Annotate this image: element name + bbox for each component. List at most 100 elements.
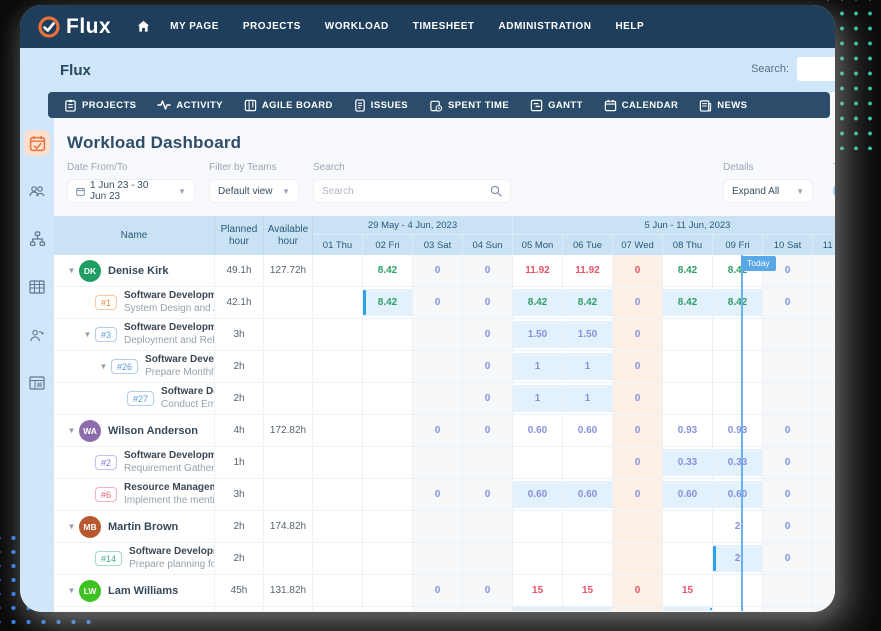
toolbar-item-news[interactable]: NEWS — [699, 99, 747, 112]
workload-cell[interactable]: 0 — [813, 479, 835, 510]
workload-cell[interactable] — [663, 607, 713, 611]
issue-id-badge[interactable]: #1 — [95, 295, 117, 310]
workload-cell[interactable]: 0 — [613, 319, 663, 350]
sidebar-table-icon[interactable] — [24, 274, 50, 300]
top-nav-item-help[interactable]: HELP — [615, 21, 644, 32]
workload-cell[interactable] — [713, 383, 763, 414]
workload-cell[interactable] — [413, 607, 463, 611]
sidebar-org-chart-icon[interactable] — [24, 226, 50, 252]
workload-cell[interactable]: 1.50 — [563, 319, 613, 350]
workload-cell[interactable]: 1 — [563, 383, 613, 414]
task-name[interactable]: Software DevelopmPrepare Monthly Bud — [145, 354, 214, 379]
workload-cell[interactable]: 1 — [513, 351, 563, 382]
workload-cell[interactable]: 0 — [613, 383, 663, 414]
workload-cell[interactable]: 0 — [413, 479, 463, 510]
toolbar-item-gantt[interactable]: GANTT — [530, 99, 583, 112]
issue-id-badge[interactable]: #3 — [95, 327, 117, 342]
workload-cell[interactable] — [313, 415, 363, 446]
toolbar-item-spent-time[interactable]: SPENT TIME — [429, 99, 509, 112]
workload-cell[interactable]: 8.42 — [663, 287, 713, 318]
workload-cell[interactable]: 2 — [713, 511, 763, 542]
workload-cell[interactable] — [813, 575, 835, 606]
workload-cell[interactable] — [463, 447, 513, 478]
workload-cell[interactable] — [413, 351, 463, 382]
top-nav-item-workload[interactable]: WORKLOAD — [325, 21, 389, 32]
workload-cell[interactable]: 1.50 — [513, 319, 563, 350]
workload-cell[interactable]: 0 — [463, 319, 513, 350]
workload-cell[interactable]: 0 — [613, 255, 663, 286]
toolbar-item-agile-board[interactable]: AGILE BOARD — [244, 99, 333, 112]
workload-cell[interactable]: 0.60 — [663, 479, 713, 510]
workload-cell[interactable] — [713, 319, 763, 350]
row-collapse-caret-icon[interactable]: ▼ — [64, 266, 79, 275]
toolbar-item-projects[interactable]: PROJECTS — [64, 99, 136, 112]
workload-cell[interactable]: 0 — [813, 415, 835, 446]
workload-cell[interactable]: 0 — [463, 255, 513, 286]
workload-cell[interactable] — [763, 351, 813, 382]
workload-cell[interactable] — [813, 511, 835, 542]
workload-cell[interactable] — [413, 447, 463, 478]
workload-cell[interactable] — [563, 511, 613, 542]
workload-cell[interactable]: 0.33 — [713, 447, 763, 478]
workload-cell[interactable]: 1 — [563, 351, 613, 382]
task-name[interactable]: Software DevelopConduct Employe — [161, 386, 214, 411]
workload-cell[interactable] — [813, 255, 835, 286]
issue-id-badge[interactable]: #6 — [95, 487, 117, 502]
workload-cell[interactable]: 11.92 — [513, 255, 563, 286]
task-name[interactable]: Software DevelopmenDeployment and Relea — [124, 322, 214, 347]
workload-cell[interactable]: 0 — [763, 287, 813, 318]
row-collapse-caret-icon[interactable]: ▼ — [64, 586, 79, 595]
workload-cell[interactable]: 0 — [813, 447, 835, 478]
person-name[interactable]: Denise Kirk — [108, 265, 169, 277]
workload-cell[interactable]: 0 — [413, 255, 463, 286]
top-nav-item-administration[interactable]: ADMINISTRATION — [499, 21, 592, 32]
workload-cell[interactable] — [563, 607, 613, 611]
workload-cell[interactable] — [313, 383, 363, 414]
workload-cell[interactable]: 0 — [463, 287, 513, 318]
workload-cell[interactable] — [313, 575, 363, 606]
top-search-input[interactable] — [797, 57, 835, 81]
workload-cell[interactable]: 8.42 — [563, 287, 613, 318]
workload-cell[interactable] — [713, 575, 763, 606]
workload-cell[interactable]: 0.60 — [513, 415, 563, 446]
workload-cell[interactable] — [513, 543, 563, 574]
details-select[interactable]: Expand All ▼ — [723, 179, 813, 203]
workload-cell[interactable]: 0.60 — [563, 415, 613, 446]
sidebar-user-assignment-icon[interactable] — [24, 322, 50, 348]
workload-cell[interactable]: 0 — [463, 575, 513, 606]
workload-cell[interactable] — [463, 511, 513, 542]
workload-cell[interactable] — [813, 607, 835, 611]
workload-cell[interactable]: 15 — [513, 575, 563, 606]
workload-cell[interactable] — [413, 383, 463, 414]
workload-cell[interactable] — [763, 575, 813, 606]
workload-cell[interactable]: 8.42 — [363, 287, 413, 318]
task-name[interactable]: Software DevelopmenSystem Design and Ar — [124, 290, 214, 315]
workload-cell[interactable] — [313, 447, 363, 478]
workload-cell[interactable]: 8.42 — [363, 255, 413, 286]
today-toggle[interactable] — [833, 182, 835, 200]
person-name[interactable]: Wilson Anderson — [108, 425, 198, 437]
workload-cell[interactable] — [313, 255, 363, 286]
task-name[interactable]: Resource ManagemerImplement the mentio — [124, 482, 214, 507]
toolbar-item-calendar[interactable]: CALENDAR — [604, 99, 679, 112]
workload-cell[interactable] — [313, 511, 363, 542]
workload-cell[interactable]: 0.60 — [713, 479, 763, 510]
person-name[interactable]: Martin Brown — [108, 521, 178, 533]
issue-id-badge[interactable]: #2 — [95, 455, 117, 470]
row-collapse-caret-icon[interactable]: ▼ — [64, 426, 79, 435]
workload-cell[interactable]: 2 — [713, 543, 763, 574]
workload-cell[interactable] — [363, 415, 413, 446]
workload-cell[interactable] — [363, 447, 413, 478]
workload-cell[interactable]: 15 — [663, 575, 713, 606]
sidebar-workload-dashboard-icon[interactable] — [24, 130, 50, 156]
workload-cell[interactable] — [813, 543, 835, 574]
workload-cell[interactable] — [763, 607, 813, 611]
workload-cell[interactable] — [363, 575, 413, 606]
workload-cell[interactable]: 0 — [613, 351, 663, 382]
workload-cell[interactable]: 0.93 — [713, 415, 763, 446]
workload-cell[interactable] — [413, 319, 463, 350]
workload-cell[interactable] — [763, 383, 813, 414]
toolbar-item-issues[interactable]: ISSUES — [354, 99, 408, 112]
workload-cell[interactable]: 0 — [613, 415, 663, 446]
workload-cell[interactable] — [513, 511, 563, 542]
